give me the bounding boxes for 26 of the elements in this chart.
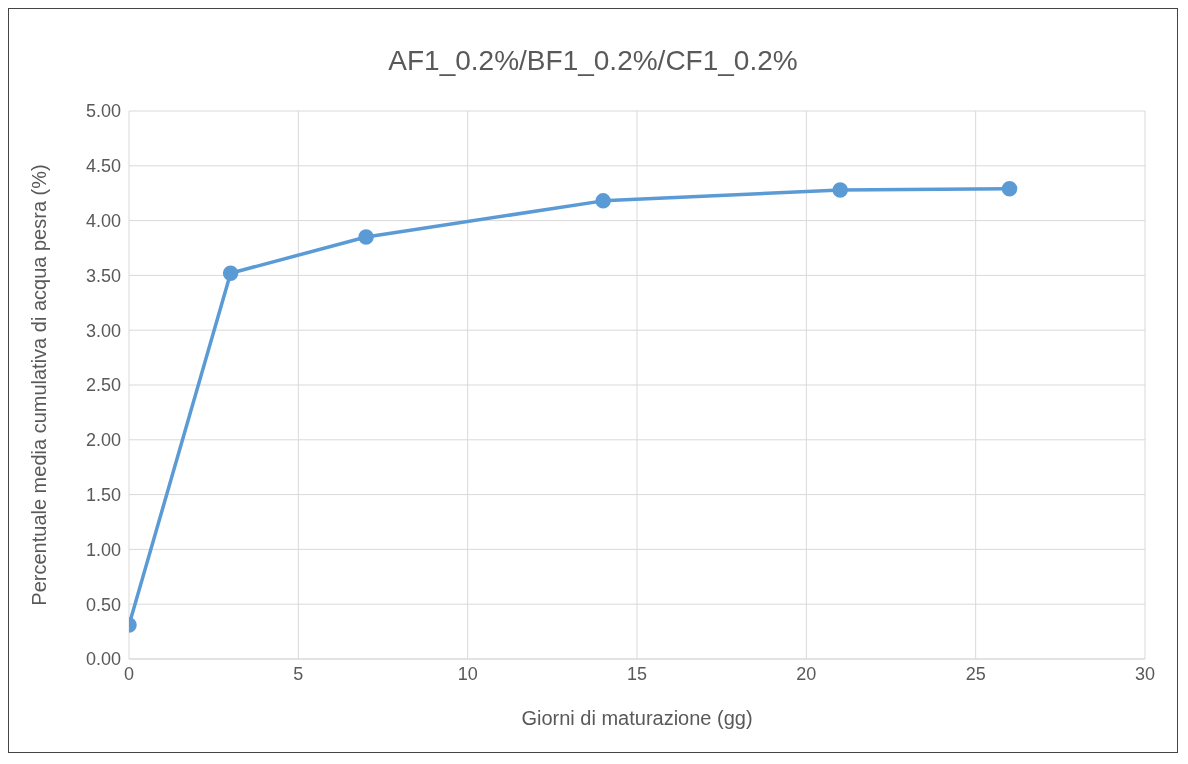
point [1001,181,1018,197]
x-tick-label: 0 [123,663,135,684]
y-tick-label: 5.00 [85,101,121,122]
y-tick-label: 3.50 [85,265,121,286]
y-tick-label: 2.50 [85,375,121,396]
x-tick-label: 25 [965,663,986,684]
y-tick-label: 0.00 [85,649,121,670]
point [358,229,374,245]
x-tick-label: 20 [796,663,817,684]
y-axis-title: Percentuale media cumulativa di acqua pesra (%) [28,164,51,606]
x-tick-label: 10 [457,663,478,684]
y-tick-label: 1.00 [85,539,121,560]
y-tick-label: 0.50 [85,594,121,615]
point [222,265,239,281]
x-tick-label: 30 [1134,663,1156,684]
x-tick-label: 15 [626,663,648,684]
y-tick-label: 3.00 [85,320,121,341]
x-tick-label: 5 [293,663,304,684]
y-tick-label: 1.50 [85,484,121,505]
x-axis-title: Giorni di maturazione (gg) [521,707,753,729]
chart-title: AF1_0.2%/BF1_0.2%/CF1_0.2% [387,44,799,78]
point [832,182,848,198]
y-tick-label: 4.50 [85,156,121,177]
y-tick-label: 2.00 [85,430,121,451]
y-tick-label: 4.00 [85,210,121,231]
point [595,193,611,209]
